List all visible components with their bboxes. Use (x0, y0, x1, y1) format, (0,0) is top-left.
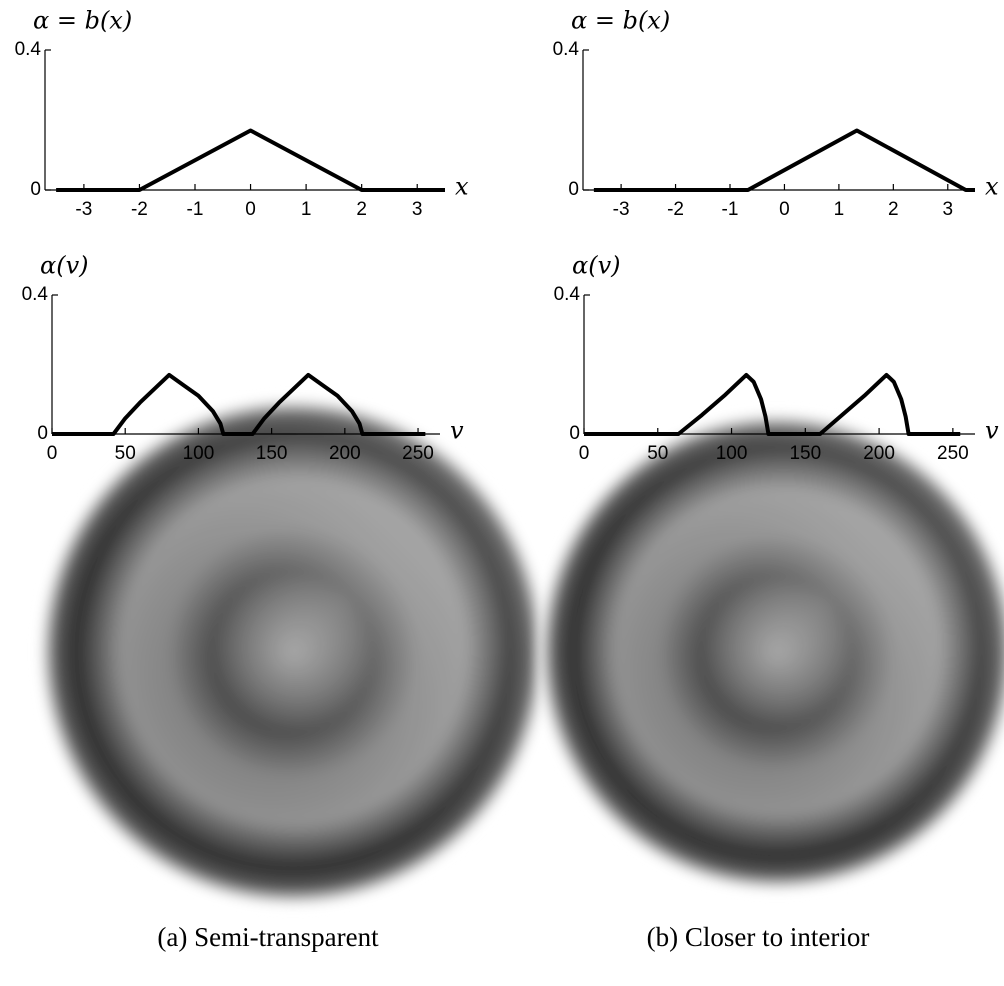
y-tick-label: 0 (30, 179, 41, 200)
x-tick-label: 3 (412, 199, 423, 220)
x-tick-label: -3 (613, 199, 630, 220)
render-b (540, 415, 1004, 889)
data-line (52, 372, 426, 436)
x-axis-label: v (985, 417, 999, 445)
x-tick-label: 1 (834, 199, 845, 220)
x-tick-label: 250 (937, 443, 969, 464)
x-tick-label: 0 (245, 199, 256, 220)
y-tick-label: 0 (37, 423, 48, 444)
x-tick-label: 2 (888, 199, 899, 220)
y-tick-label: 0 (568, 179, 579, 200)
x-tick-label: -1 (187, 199, 204, 220)
y-axis-label: α = b(x) (571, 7, 670, 35)
x-tick-label: -2 (131, 199, 148, 220)
y-tick-label: 0.4 (554, 284, 581, 305)
x-tick-label: -1 (722, 199, 739, 220)
data-line (56, 128, 445, 192)
x-tick-label: -2 (667, 199, 684, 220)
caption: (a) Semi-transparent (157, 922, 379, 952)
x-tick-label: 200 (863, 443, 895, 464)
caption: (b) Closer to interior (647, 922, 870, 952)
x-tick-label: 0 (47, 443, 58, 464)
y-axis-label: α = b(x) (33, 7, 132, 35)
data-line (593, 128, 975, 192)
x-tick-label: 250 (402, 443, 434, 464)
x-tick-label: 2 (356, 199, 367, 220)
x-tick-label: -3 (75, 199, 92, 220)
x-tick-label: 50 (115, 443, 136, 464)
y-axis-label: α(v) (572, 252, 621, 280)
render-a (41, 400, 545, 904)
data-line (584, 372, 961, 436)
x-tick-label: 150 (789, 443, 821, 464)
y-tick-label: 0 (569, 423, 580, 444)
y-tick-label: 0.4 (553, 39, 580, 60)
x-axis-label: x (455, 173, 469, 201)
x-tick-label: 1 (301, 199, 312, 220)
x-tick-label: 100 (716, 443, 748, 464)
x-tick-label: 50 (647, 443, 668, 464)
y-tick-label: 0.4 (22, 284, 49, 305)
x-axis-label: v (450, 417, 464, 445)
y-tick-label: 0.4 (15, 39, 42, 60)
x-tick-label: 150 (256, 443, 288, 464)
x-tick-label: 100 (183, 443, 215, 464)
x-tick-label: 0 (779, 199, 790, 220)
x-axis-label: x (985, 173, 999, 201)
x-tick-label: 0 (579, 443, 590, 464)
y-axis-label: α(v) (40, 252, 89, 280)
x-tick-label: 200 (329, 443, 361, 464)
x-tick-label: 3 (942, 199, 953, 220)
